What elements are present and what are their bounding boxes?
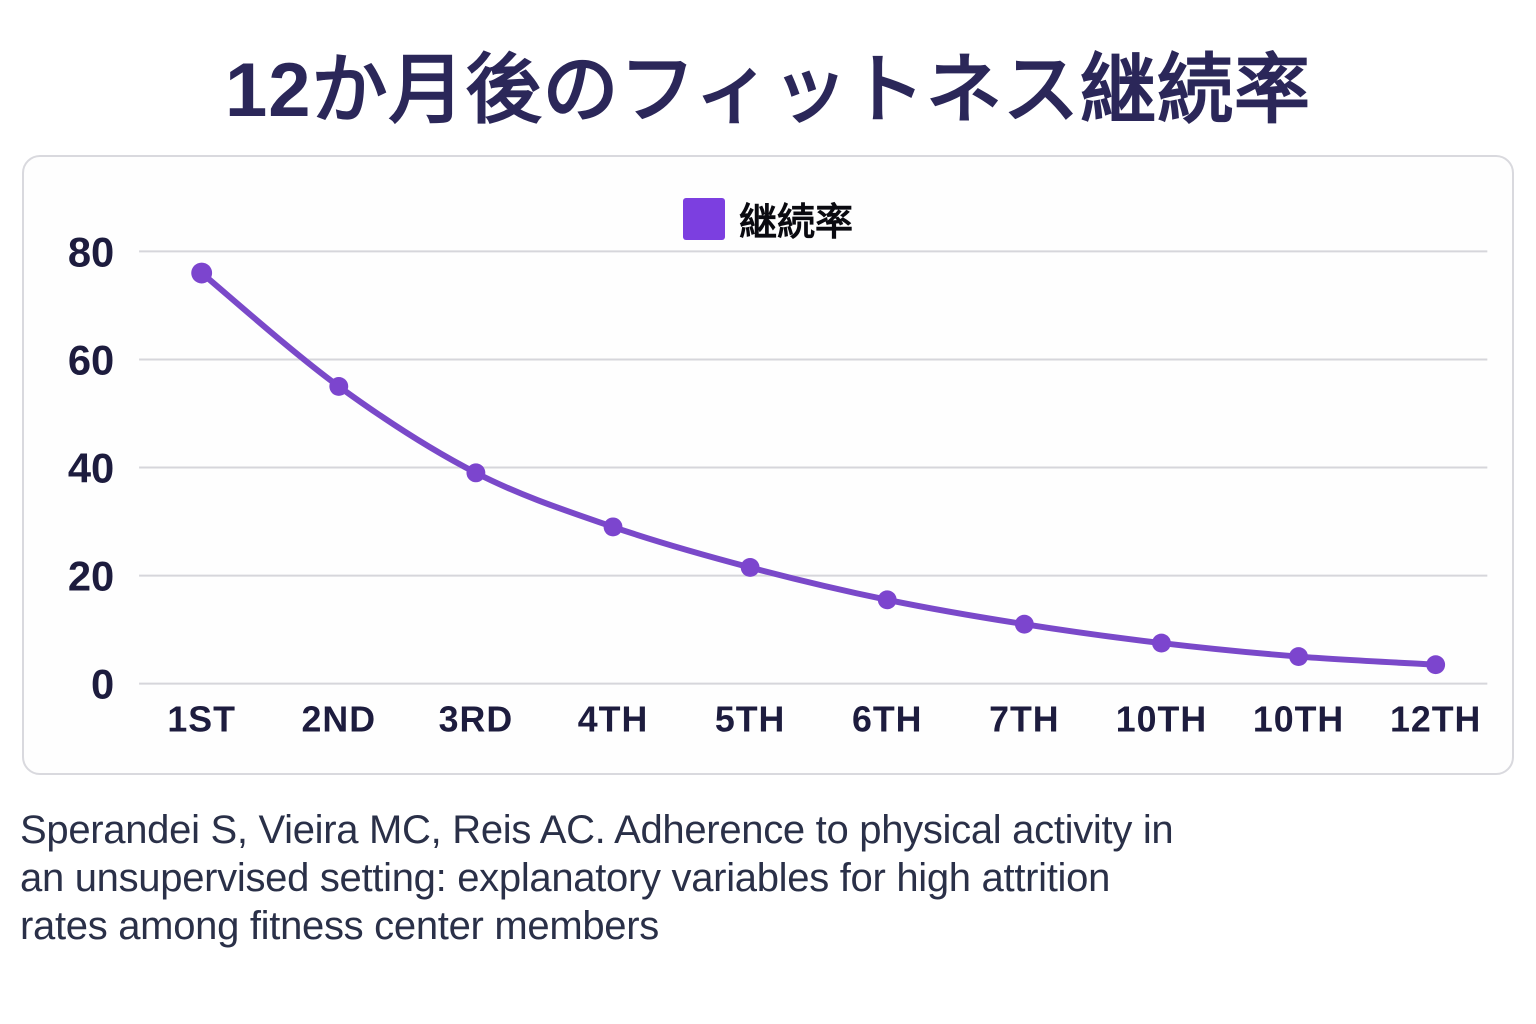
chart-svg: 0 20 40 60 80 1ST 2ND 3RD 4TH 5TH 6TH 7TH 10TH 10TH 12… xyxy=(68,228,1488,739)
data-point-8 xyxy=(1289,647,1308,666)
series-line xyxy=(198,270,1439,668)
data-point-5 xyxy=(877,590,897,610)
x-tick-label-7: 10TH xyxy=(1116,699,1207,739)
legend: 継続率 xyxy=(24,191,1512,246)
y-tick-label-80: 80 xyxy=(68,228,114,275)
data-point-0 xyxy=(191,262,213,284)
data-point-4 xyxy=(740,557,760,577)
citation: Sperandei S, Vieira MC, Reis AC. Adheren… xyxy=(20,806,1174,950)
y-tick-label-60: 60 xyxy=(68,336,114,383)
chart-panel: 継続率 0 20 40 60 80 1ST 2ND 3RD 4TH 5TH 6TH 7TH 10TH 10… xyxy=(22,155,1514,775)
data-point-6 xyxy=(1014,614,1034,634)
legend-label: 継続率 xyxy=(738,202,853,244)
x-tick-label-8: 10TH xyxy=(1253,699,1344,739)
y-tick-label-0: 0 xyxy=(91,660,114,707)
y-tick-label-40: 40 xyxy=(68,444,114,491)
chart-title: 12か月後のフィットネス継続率 xyxy=(224,48,1311,133)
x-tick-label-2: 3RD xyxy=(439,699,513,739)
y-tick-label-20: 20 xyxy=(68,552,114,599)
citation-line-1: Sperandei S, Vieira MC, Reis AC. Adheren… xyxy=(20,808,1174,852)
x-tick-label-9: 12TH xyxy=(1390,699,1481,739)
data-point-1 xyxy=(329,376,349,396)
data-point-9 xyxy=(1426,655,1446,675)
x-tick-label-5: 6TH xyxy=(852,699,923,739)
data-point-2 xyxy=(466,463,486,483)
x-tick-label-3: 4TH xyxy=(578,699,649,739)
data-point-7 xyxy=(1152,633,1171,653)
x-tick-label-1: 2ND xyxy=(302,699,377,739)
x-tick-label-6: 7TH xyxy=(989,699,1060,739)
x-tick-label-0: 1ST xyxy=(167,699,236,739)
legend-swatch xyxy=(682,197,725,240)
citation-line-2: an unsupervised setting: explanatory var… xyxy=(20,856,1111,900)
citation-line-3: rates among fitness center members xyxy=(20,904,659,948)
x-tick-label-4: 5TH xyxy=(715,699,786,739)
data-point-3 xyxy=(603,517,623,537)
